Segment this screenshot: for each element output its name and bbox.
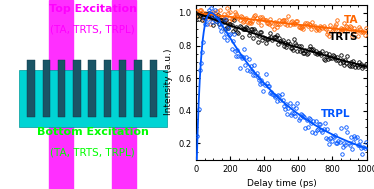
Text: Bottom Excitation: Bottom Excitation bbox=[37, 127, 148, 137]
Bar bbox=[27, 60, 35, 117]
Text: (TA, TRTS, TRPL): (TA, TRTS, TRPL) bbox=[50, 147, 135, 157]
X-axis label: Delay time (ps): Delay time (ps) bbox=[246, 179, 316, 188]
Text: TA: TA bbox=[343, 15, 358, 25]
Polygon shape bbox=[19, 70, 166, 127]
Bar bbox=[58, 60, 65, 117]
Bar bbox=[104, 60, 111, 117]
Bar bbox=[89, 60, 96, 117]
Bar bbox=[73, 60, 81, 117]
Bar bbox=[49, 0, 73, 189]
Bar bbox=[43, 60, 50, 117]
Text: Top Excitation: Top Excitation bbox=[49, 4, 137, 14]
Bar bbox=[112, 0, 136, 189]
Y-axis label: Intensity (a.u.): Intensity (a.u.) bbox=[164, 49, 173, 115]
Text: TRPL: TRPL bbox=[321, 109, 350, 119]
Bar bbox=[150, 60, 157, 117]
Bar bbox=[119, 60, 126, 117]
Text: TRTS: TRTS bbox=[328, 32, 358, 42]
Bar bbox=[134, 60, 142, 117]
Text: (TA, TRTS, TRPL): (TA, TRTS, TRPL) bbox=[50, 25, 135, 35]
